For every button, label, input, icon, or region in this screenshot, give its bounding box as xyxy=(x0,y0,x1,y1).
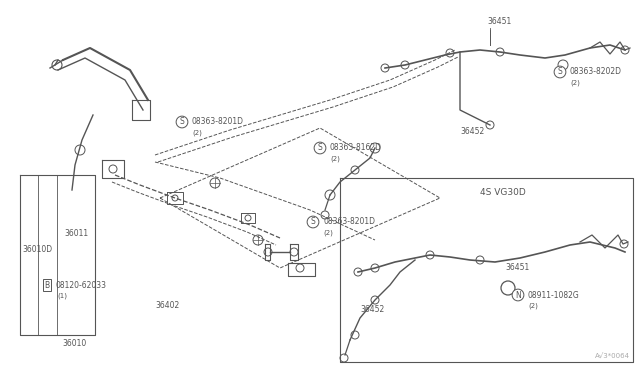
Text: (1): (1) xyxy=(57,293,67,299)
Circle shape xyxy=(245,215,251,221)
Text: 08363-8201D: 08363-8201D xyxy=(323,218,375,227)
Text: 36011: 36011 xyxy=(64,228,88,237)
Circle shape xyxy=(501,281,515,295)
Circle shape xyxy=(290,248,298,256)
Circle shape xyxy=(496,48,504,56)
Text: 36010D: 36010D xyxy=(22,246,52,254)
Text: 08363-8202D: 08363-8202D xyxy=(570,67,622,77)
Circle shape xyxy=(558,60,568,70)
Circle shape xyxy=(371,264,379,272)
Circle shape xyxy=(371,296,379,304)
Circle shape xyxy=(381,64,389,72)
Circle shape xyxy=(446,49,454,57)
Text: (2): (2) xyxy=(528,303,538,309)
Circle shape xyxy=(296,264,304,272)
Text: N: N xyxy=(515,291,521,299)
Circle shape xyxy=(354,268,362,276)
Text: 08363-8201D: 08363-8201D xyxy=(192,118,244,126)
Text: (2): (2) xyxy=(570,80,580,86)
Text: 08363-8162D: 08363-8162D xyxy=(330,144,382,153)
Text: 08120-62033: 08120-62033 xyxy=(56,280,107,289)
Circle shape xyxy=(351,166,359,174)
Text: 36010: 36010 xyxy=(62,340,86,349)
Text: A√3*0064: A√3*0064 xyxy=(595,354,630,360)
Text: 36452: 36452 xyxy=(360,305,384,314)
Text: S: S xyxy=(317,144,323,153)
Circle shape xyxy=(486,121,494,129)
Circle shape xyxy=(370,143,380,153)
Text: 4S VG30D: 4S VG30D xyxy=(480,188,525,197)
Circle shape xyxy=(172,195,178,201)
Text: 08911-1082G: 08911-1082G xyxy=(528,291,580,299)
Text: (2): (2) xyxy=(192,130,202,136)
Text: S: S xyxy=(557,67,563,77)
Text: S: S xyxy=(180,118,184,126)
Text: (2): (2) xyxy=(323,230,333,236)
Text: B: B xyxy=(44,280,49,289)
Circle shape xyxy=(401,61,409,69)
Text: 36451: 36451 xyxy=(487,17,511,26)
Text: 36452: 36452 xyxy=(460,128,484,137)
Circle shape xyxy=(426,251,434,259)
Circle shape xyxy=(476,256,484,264)
Text: S: S xyxy=(310,218,316,227)
Circle shape xyxy=(264,248,272,256)
Text: 36402: 36402 xyxy=(155,301,179,311)
Text: (2): (2) xyxy=(330,156,340,162)
Text: 36451: 36451 xyxy=(505,263,529,273)
